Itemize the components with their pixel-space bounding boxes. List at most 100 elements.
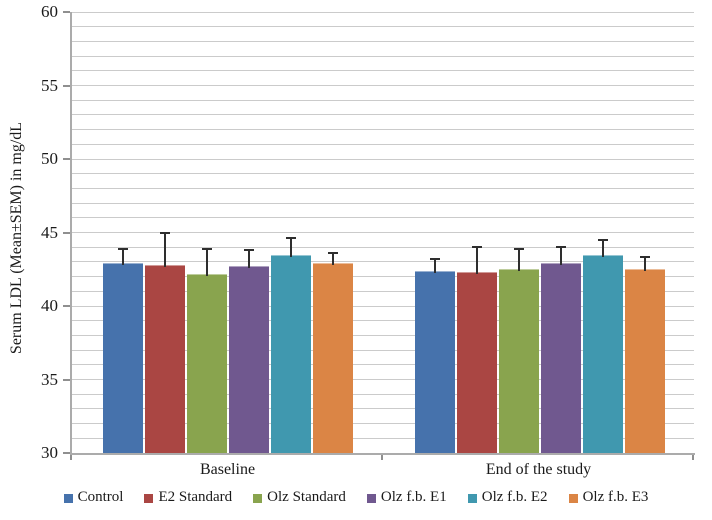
error-bar xyxy=(122,248,124,266)
gridline xyxy=(72,114,694,116)
gridline xyxy=(72,276,694,278)
bar xyxy=(313,263,353,454)
bar xyxy=(145,264,185,454)
gridline xyxy=(72,349,694,351)
legend-item: Olz f.b. E2 xyxy=(467,489,548,506)
legend-label: E2 Standard xyxy=(158,489,233,505)
error-bar-cap xyxy=(286,237,296,240)
gridline xyxy=(72,408,694,410)
gridline xyxy=(72,187,694,189)
y-tick-label: 45 xyxy=(41,222,58,242)
y-tick-label: 40 xyxy=(41,296,58,315)
error-bar xyxy=(434,258,436,273)
legend-label: Olz f.b. E1 xyxy=(380,489,447,505)
y-axis-tick xyxy=(63,11,70,13)
bar xyxy=(499,269,539,454)
error-bar-cap xyxy=(328,252,338,255)
x-axis-line xyxy=(70,453,695,455)
legend-swatch xyxy=(467,493,477,503)
legend-item: Olz f.b. E1 xyxy=(366,489,447,506)
y-tick-label: 50 xyxy=(41,149,58,168)
legend-swatch xyxy=(144,493,154,503)
plot-area xyxy=(72,11,694,454)
gridline xyxy=(72,246,694,248)
y-axis-tick xyxy=(63,231,70,234)
gridline xyxy=(72,11,694,13)
gridline xyxy=(72,334,694,336)
bar xyxy=(271,254,311,454)
y-tick-label: 55 xyxy=(41,75,58,95)
error-bar-cap xyxy=(430,257,440,260)
gridline xyxy=(72,232,694,233)
error-bar-cap xyxy=(514,247,524,250)
error-bar xyxy=(248,250,250,269)
gridline xyxy=(72,85,694,86)
gridline xyxy=(72,393,694,395)
error-bar-cap xyxy=(118,247,128,250)
bar xyxy=(415,270,455,454)
bar xyxy=(229,266,269,454)
y-tick-label: 30 xyxy=(41,443,58,462)
legend-item: Olz Standard xyxy=(253,489,346,506)
legend-swatch xyxy=(63,493,73,503)
legend-item: E2 Standard xyxy=(144,489,232,506)
gridline xyxy=(72,26,694,28)
x-axis-tick xyxy=(381,455,383,460)
error-bar xyxy=(602,239,604,257)
gridline xyxy=(72,202,694,204)
legend-label: Control xyxy=(77,489,124,505)
gridline xyxy=(72,290,694,292)
error-bar-cap xyxy=(160,231,170,234)
x-category-label: End of the study xyxy=(485,461,592,478)
error-bar xyxy=(332,253,334,266)
gridline xyxy=(72,437,694,439)
gridline xyxy=(72,364,694,366)
y-axis-tick xyxy=(63,305,70,307)
legend-label: Olz f.b. E3 xyxy=(582,489,649,505)
y-tick-label: 60 xyxy=(41,2,58,21)
legend-swatch xyxy=(366,493,376,503)
gridline xyxy=(72,305,694,307)
legend-item: Olz f.b. E3 xyxy=(568,489,649,506)
error-bar xyxy=(518,248,520,272)
bar xyxy=(457,272,497,454)
gridline xyxy=(72,55,694,57)
gridline xyxy=(72,379,694,380)
gridline xyxy=(72,173,694,175)
bar xyxy=(187,273,227,454)
error-bar xyxy=(644,257,646,272)
gridline xyxy=(72,99,694,101)
legend-item: Control xyxy=(63,489,124,506)
y-axis-tick xyxy=(63,84,70,87)
legend-label: Olz f.b. E2 xyxy=(481,489,548,505)
gridline xyxy=(72,320,694,322)
x-axis-tick xyxy=(692,455,694,460)
bar xyxy=(541,263,581,454)
legend-swatch xyxy=(568,493,578,503)
error-bar-cap xyxy=(640,256,650,259)
error-bar xyxy=(206,248,208,276)
error-bar-cap xyxy=(598,238,608,241)
error-bar xyxy=(290,238,292,257)
bar xyxy=(103,263,143,454)
bar xyxy=(625,269,665,454)
y-axis-line xyxy=(70,12,72,455)
x-category-label: Baseline xyxy=(199,461,256,478)
gridline xyxy=(72,143,694,145)
gridline xyxy=(72,158,694,160)
legend-label: Olz Standard xyxy=(267,489,346,505)
error-bar-cap xyxy=(556,246,566,249)
gridline xyxy=(72,217,694,219)
gridline xyxy=(72,129,694,131)
error-bar-cap xyxy=(244,249,254,252)
legend-swatch xyxy=(253,493,263,503)
y-axis-tick xyxy=(63,378,70,381)
error-bar xyxy=(476,247,478,275)
x-axis-tick xyxy=(70,455,72,460)
bar xyxy=(583,254,623,454)
gridline xyxy=(72,423,694,425)
error-bar xyxy=(560,247,562,266)
error-bar-cap xyxy=(202,247,212,250)
y-axis-tick xyxy=(63,158,70,160)
